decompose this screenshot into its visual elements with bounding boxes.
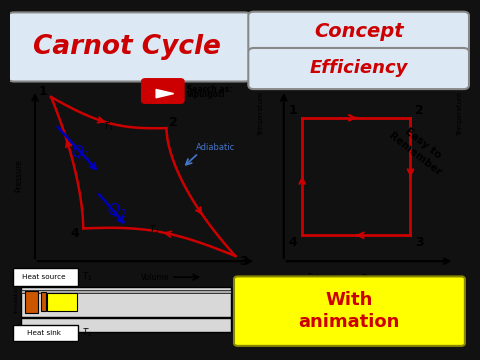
- Bar: [48, 293, 77, 311]
- Text: 4: 4: [71, 227, 79, 240]
- Text: Search as:: Search as:: [187, 85, 232, 94]
- Bar: [25, 291, 38, 313]
- FancyBboxPatch shape: [248, 48, 469, 89]
- Text: Adiabatic: Adiabatic: [196, 143, 236, 152]
- Bar: [21, 318, 231, 332]
- Text: 1: 1: [38, 85, 47, 98]
- Text: Carnot Cycle: Carnot Cycle: [33, 34, 221, 60]
- FancyBboxPatch shape: [13, 268, 78, 287]
- Bar: [21, 287, 231, 316]
- Text: $Q_2$: $Q_2$: [107, 202, 126, 220]
- Text: Volume: Volume: [141, 273, 169, 282]
- Text: Entropy: Entropy: [307, 273, 336, 282]
- Text: 2: 2: [169, 117, 178, 130]
- Text: 3: 3: [415, 236, 424, 249]
- Text: 4: 4: [288, 236, 298, 249]
- Text: $T_2$: $T_2$: [82, 327, 92, 339]
- Text: Insulator: Insulator: [13, 285, 18, 313]
- Text: Temperature: Temperature: [258, 92, 264, 136]
- Text: 1: 1: [288, 104, 298, 117]
- Text: $T_1$: $T_1$: [82, 271, 92, 283]
- Text: Pressure: Pressure: [14, 159, 24, 192]
- Text: With
animation: With animation: [299, 291, 400, 332]
- FancyBboxPatch shape: [13, 325, 78, 341]
- Text: 2: 2: [415, 104, 424, 117]
- Text: Easy to
Remember: Easy to Remember: [386, 120, 451, 178]
- FancyBboxPatch shape: [141, 78, 185, 104]
- FancyBboxPatch shape: [248, 12, 469, 53]
- Polygon shape: [156, 89, 174, 98]
- Text: vipulgoti: vipulgoti: [187, 90, 226, 99]
- Bar: [21, 290, 231, 293]
- Text: $Q_1$: $Q_1$: [71, 143, 91, 162]
- Text: Temperature: Temperature: [456, 92, 463, 136]
- Text: Efficiency: Efficiency: [310, 59, 408, 77]
- Text: $T_2$: $T_2$: [149, 224, 160, 237]
- Text: Concept: Concept: [314, 22, 404, 41]
- Text: Heat source: Heat source: [23, 274, 66, 280]
- FancyBboxPatch shape: [7, 12, 252, 81]
- Bar: [41, 292, 46, 311]
- Text: 3: 3: [240, 255, 248, 268]
- Text: Heat sink: Heat sink: [27, 330, 61, 336]
- Text: $T_1$: $T_1$: [103, 120, 114, 133]
- FancyBboxPatch shape: [234, 276, 465, 346]
